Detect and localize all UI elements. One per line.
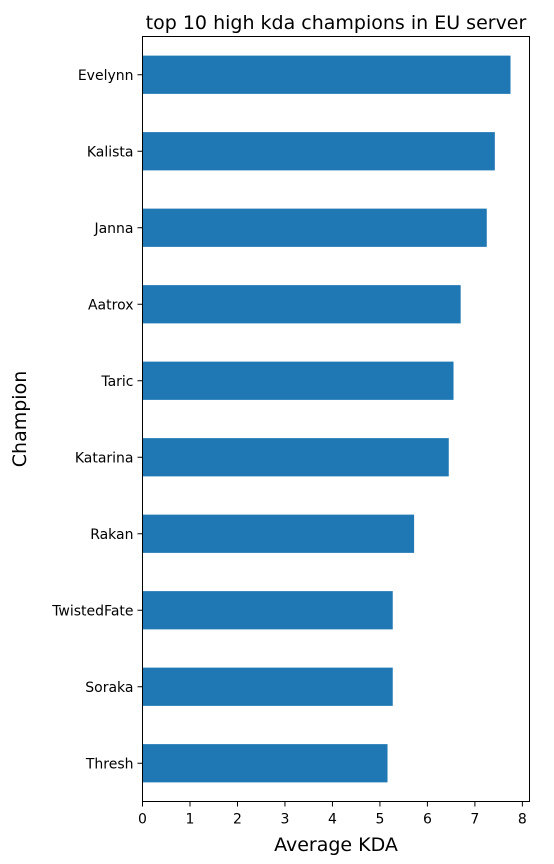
y-tick-label: Rakan <box>90 527 133 543</box>
chart-title: top 10 high kda champions in EU server <box>146 12 527 34</box>
bar-aatrox <box>142 285 461 324</box>
x-tick-label: 4 <box>328 812 337 828</box>
bar-thresh <box>142 744 388 783</box>
bars-layer <box>142 55 511 783</box>
y-tick-label: Taric <box>100 374 133 390</box>
y-tick-label: Thresh <box>85 756 134 772</box>
x-axis-ticks: 0 1 2 3 4 5 6 7 8 <box>138 801 527 828</box>
bar-katarina <box>142 438 449 477</box>
bar-soraka <box>142 667 393 706</box>
x-tick-label: 0 <box>138 812 147 828</box>
x-tick-label: 2 <box>233 812 242 828</box>
x-tick-label: 5 <box>375 812 384 828</box>
y-tick-label: Evelynn <box>78 68 134 84</box>
bar-janna <box>142 208 487 247</box>
bar-rakan <box>142 514 415 553</box>
x-axis-label: Average KDA <box>274 834 398 856</box>
y-axis-label: Champion <box>9 371 31 467</box>
bar-twistedfate <box>142 591 393 630</box>
x-tick-label: 1 <box>186 812 195 828</box>
bar-kalista <box>142 132 495 171</box>
x-tick-label: 3 <box>280 812 289 828</box>
y-tick-label: Janna <box>93 221 133 237</box>
y-tick-label: Kalista <box>87 144 134 160</box>
x-tick-label: 6 <box>423 812 432 828</box>
y-tick-label: Katarina <box>75 450 134 466</box>
y-tick-label: Aatrox <box>88 297 134 313</box>
bar-taric <box>142 361 454 400</box>
bar-evelynn <box>142 55 511 94</box>
y-axis-ticks: Evelynn Kalista Janna Aatrox Taric Katarina Ra… <box>51 68 143 772</box>
x-tick-label: 8 <box>518 812 527 828</box>
x-tick-label: 7 <box>470 812 479 828</box>
y-tick-label: TwistedFate <box>51 603 133 619</box>
y-tick-label: Soraka <box>85 680 133 696</box>
plot-frame <box>142 36 530 802</box>
